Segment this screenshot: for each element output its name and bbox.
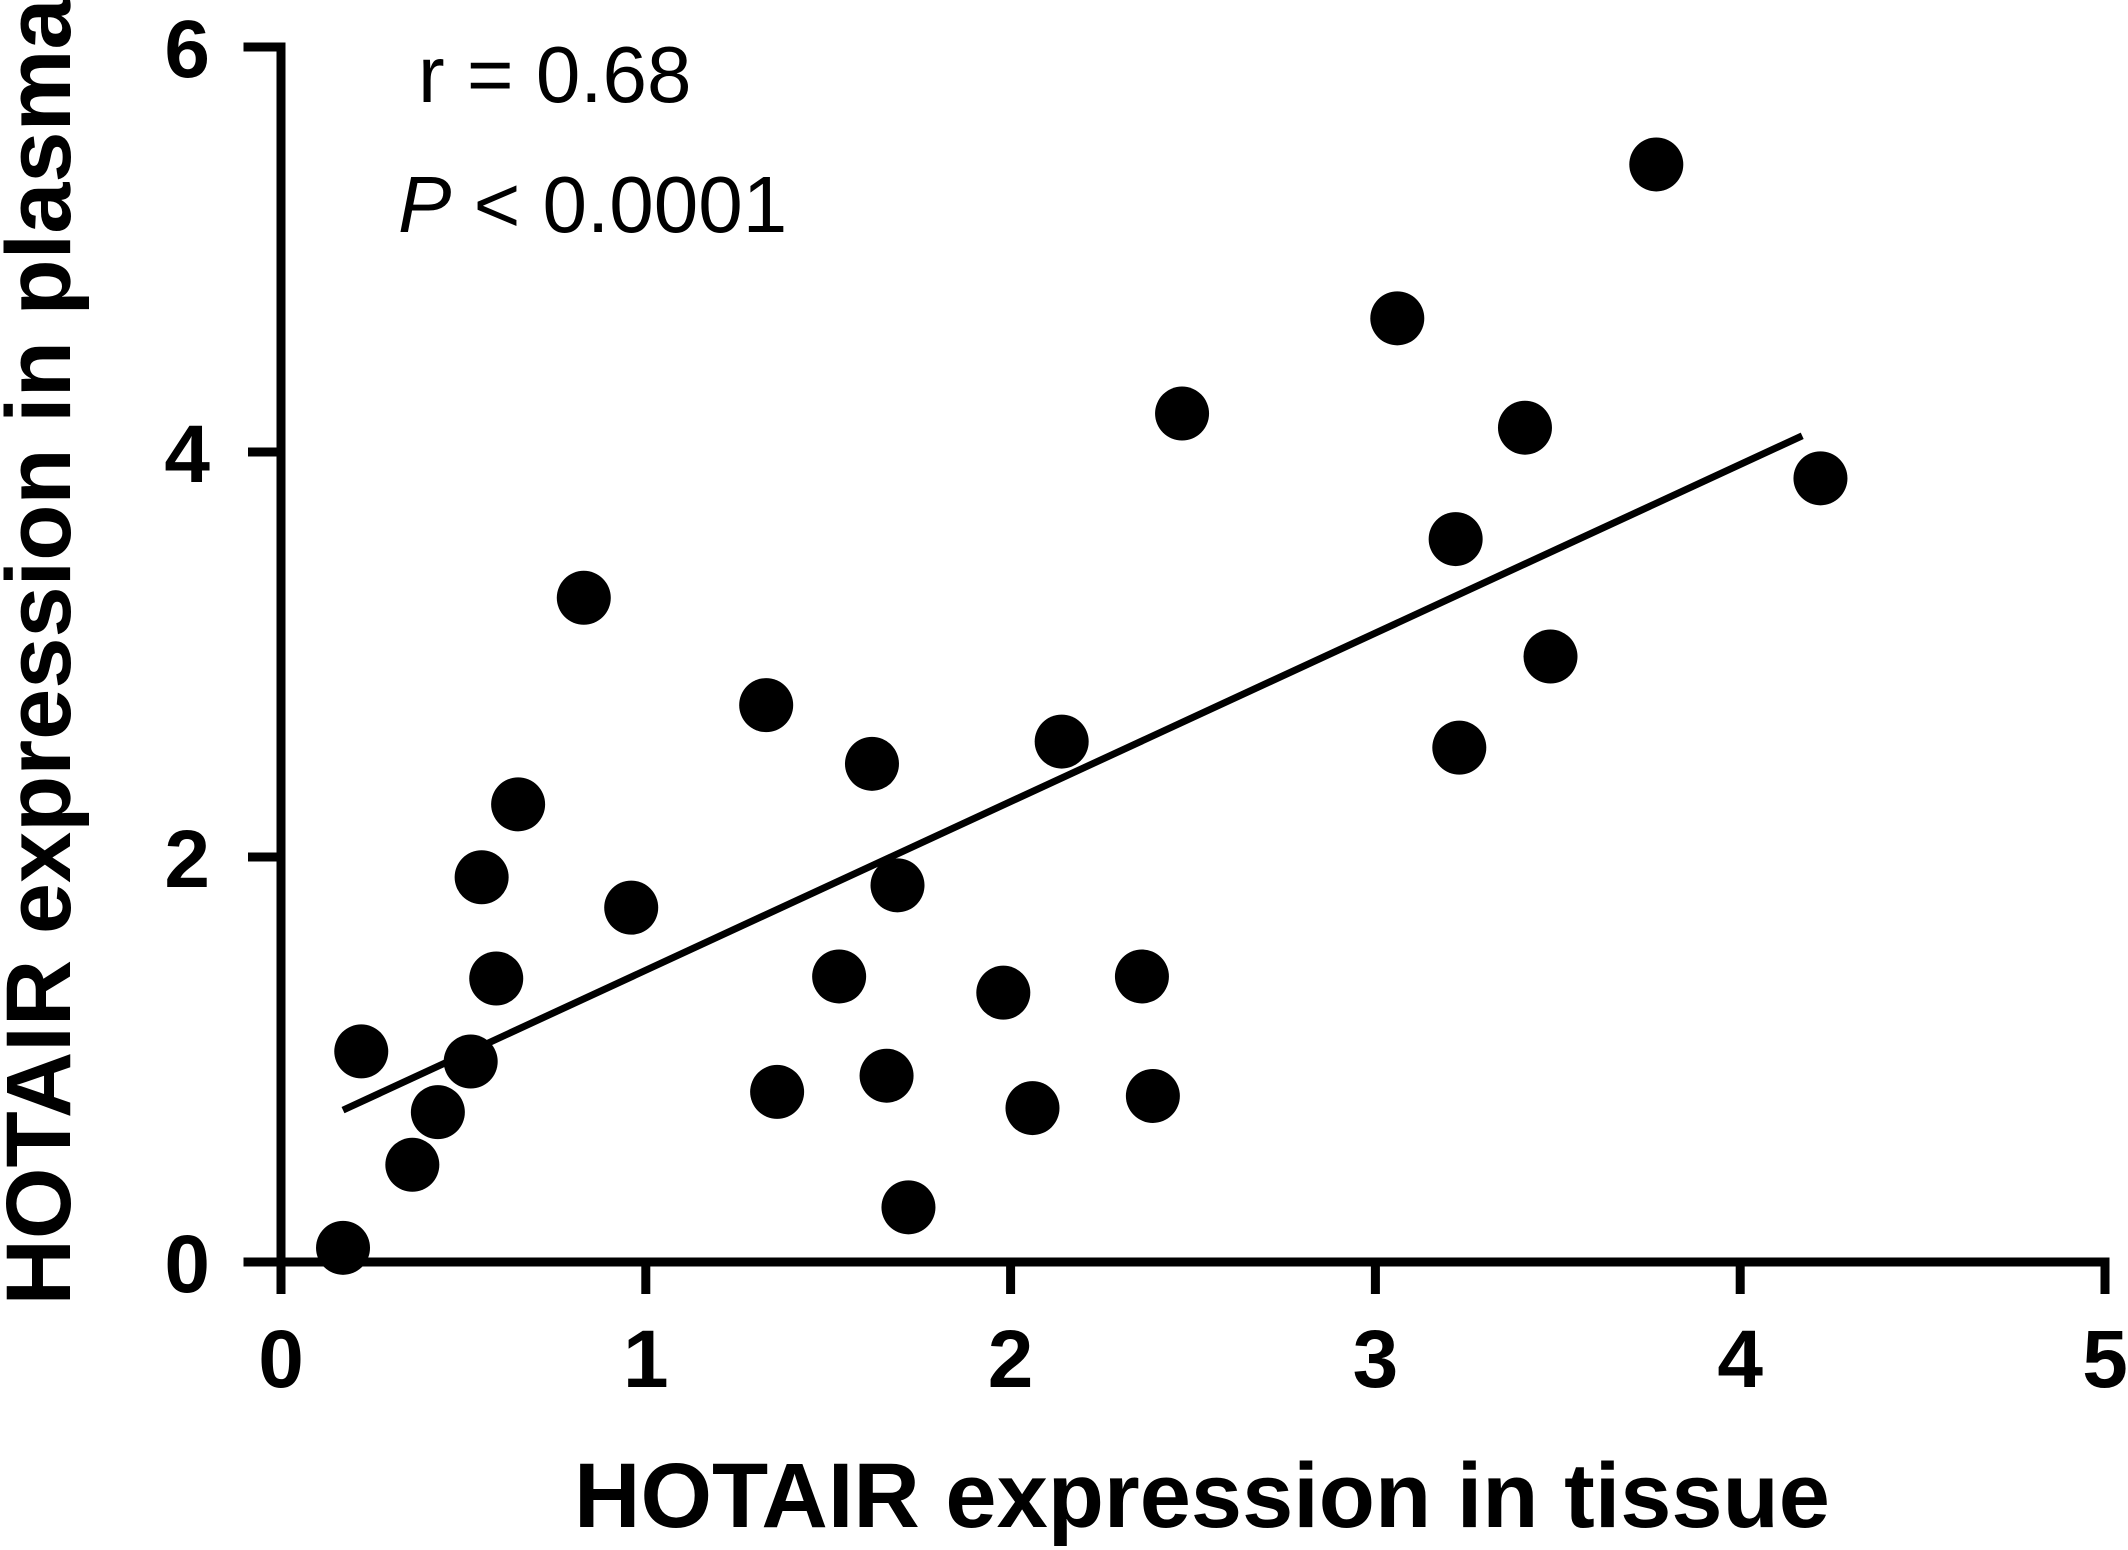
y-axis-title: HOTAIR expression in plasma	[0, 0, 90, 1306]
regression-line	[341, 432, 1804, 1114]
data-point	[1629, 137, 1684, 192]
data-point	[859, 1048, 914, 1103]
p-value-text: < 0.0001	[451, 160, 787, 249]
data-point	[1155, 386, 1210, 441]
correlation-annotation: r = 0.68	[418, 30, 692, 119]
data-point	[1370, 291, 1425, 346]
y-tick-label: 2	[164, 814, 210, 905]
data-point	[844, 736, 899, 791]
x-tick-label: 5	[2082, 1314, 2128, 1405]
data-point	[410, 1085, 465, 1140]
p-value-annotation: P < 0.0001	[398, 160, 787, 249]
data-point	[1428, 512, 1483, 567]
data-point	[1497, 400, 1552, 455]
y-tick-label: 4	[164, 409, 210, 500]
data-point	[870, 858, 925, 913]
data-point	[739, 678, 794, 733]
x-axis-ticks: 0 1 2 3 4 5	[258, 1262, 2128, 1405]
data-point	[556, 570, 611, 625]
data-point	[1793, 451, 1848, 506]
data-point	[881, 1180, 936, 1235]
data-point	[454, 850, 509, 905]
data-point	[469, 951, 524, 1006]
data-point	[443, 1034, 498, 1089]
x-tick-label: 0	[258, 1314, 304, 1405]
y-tick-label: 6	[164, 4, 210, 95]
data-point	[491, 777, 546, 832]
data-point	[812, 949, 867, 1004]
p-value-symbol: P	[398, 160, 451, 249]
y-tick-label: 0	[164, 1219, 210, 1310]
x-tick-label: 2	[988, 1314, 1034, 1405]
x-tick-label: 3	[1353, 1314, 1399, 1405]
data-point	[1523, 629, 1578, 684]
data-point	[1034, 714, 1089, 769]
x-axis-title: HOTAIR expression in tissue	[574, 1445, 1830, 1547]
x-tick-label: 1	[623, 1314, 669, 1405]
data-point	[334, 1024, 389, 1079]
y-axis-ticks: 0 2 4 6	[164, 4, 281, 1310]
data-point	[1125, 1068, 1180, 1123]
data-point	[316, 1220, 371, 1275]
data-point	[750, 1064, 805, 1119]
data-point	[1432, 720, 1487, 775]
data-point	[976, 965, 1031, 1020]
data-point	[385, 1137, 440, 1192]
data-point	[1114, 949, 1169, 1004]
data-point	[604, 880, 659, 935]
data-point	[1005, 1081, 1060, 1136]
data-points	[316, 137, 1848, 1275]
x-tick-label: 4	[1717, 1314, 1763, 1405]
